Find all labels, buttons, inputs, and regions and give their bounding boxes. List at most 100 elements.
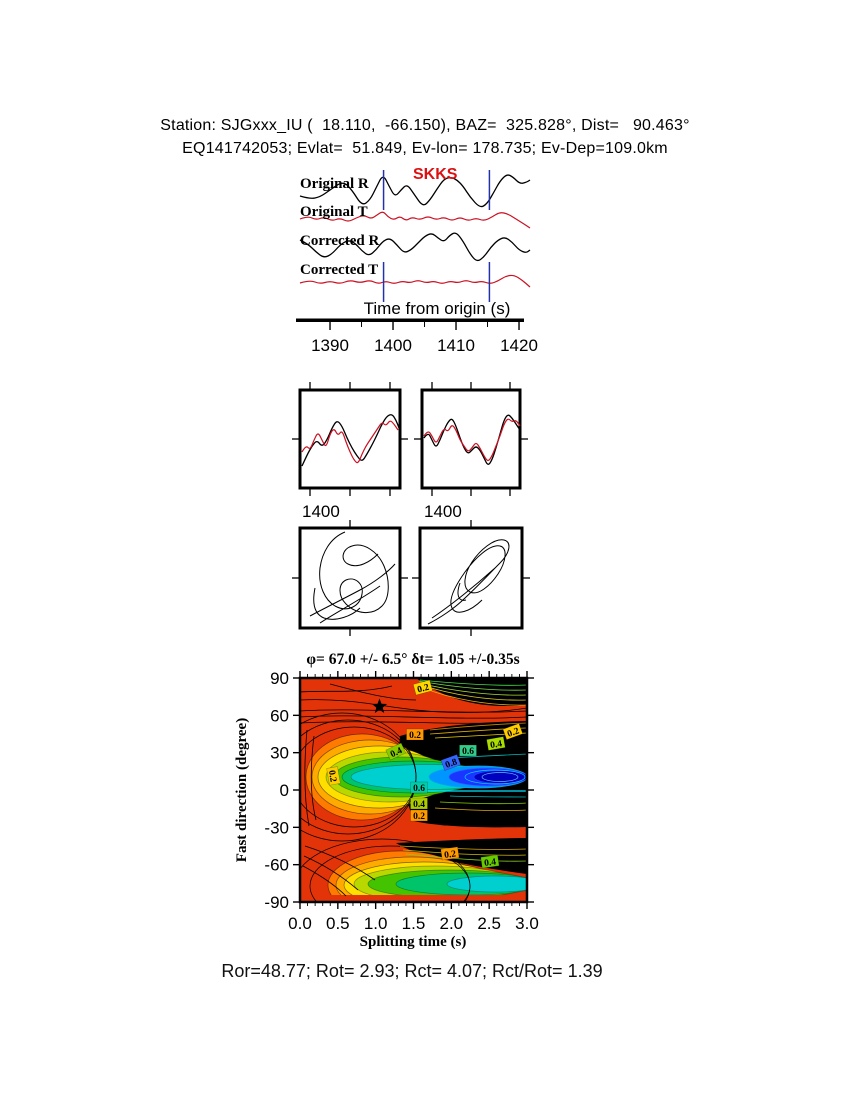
header-line-1: Station: SJGxxx_IU ( 18.110, -66.150), B… [160, 117, 690, 134]
contour-layer [446, 875, 527, 893]
contour-layer [419, 679, 527, 686]
svg-text:0: 0 [280, 781, 289, 800]
contour-layer [464, 769, 526, 785]
svg-text:0.0: 0.0 [288, 914, 312, 933]
svg-text:0.2: 0.2 [416, 683, 430, 696]
particle-box-ticks [292, 520, 530, 636]
time-axis-ticks: 1390 1400 1410 1420 [311, 322, 538, 355]
svg-text:90: 90 [270, 669, 289, 688]
contour-layer [300, 838, 471, 902]
contour-layer [300, 685, 393, 693]
contour-layer [304, 845, 376, 881]
svg-text:1.0: 1.0 [364, 914, 388, 933]
comparison-right-time-label: 1400 [424, 502, 462, 521]
contour-layer [449, 795, 527, 798]
time-axis-tick-label: 1420 [500, 336, 538, 355]
trace-label-corrected-t: Corrected T [300, 262, 378, 278]
contour-layer [300, 895, 527, 902]
contour-layer [300, 699, 527, 713]
svg-text:-60: -60 [264, 856, 289, 875]
contour-panel: φ= 67.0 +/- 6.5° δt= 1.05 +/-0.35s Fast … [234, 651, 539, 950]
contour-level-chip: 0.4 [410, 797, 428, 810]
original-r-trace [299, 174, 531, 208]
contour-ylabel: Fast direction (degree) [234, 718, 250, 862]
contour-xlabel: Splitting time (s) [360, 934, 467, 950]
svg-text:2.5: 2.5 [477, 914, 501, 933]
contour-layer [402, 849, 527, 856]
trace-label-original-t: Original T [300, 204, 368, 220]
contour-layer [434, 807, 527, 811]
contour-layer [329, 683, 417, 701]
time-axis-tick-label: 1410 [437, 336, 475, 355]
contour-layer [300, 715, 527, 719]
contour-level-chip: 0.2 [326, 766, 341, 786]
contour-level-chip: 0.2 [406, 728, 424, 741]
svg-text:0.2: 0.2 [409, 731, 421, 741]
contour-layer [429, 722, 527, 731]
svg-text:0.2: 0.2 [413, 812, 425, 822]
comparison-right-waves [423, 414, 521, 465]
header-line-2: EQ141742053; Evlat= 51.849, Ev-lon= 178.… [182, 140, 668, 157]
contour-layer [399, 845, 527, 850]
svg-text:60: 60 [270, 706, 289, 725]
particle-box-corrected [418, 526, 524, 630]
particle-motion-panel [292, 520, 530, 636]
particle-motion-original [309, 531, 396, 624]
svg-text:-90: -90 [264, 893, 289, 912]
contour-level-chip: 0.2 [412, 679, 433, 696]
contour-layer [304, 729, 310, 827]
result-stats: Ror=48.77; Rot= 2.93; Rct= 4.07; Rct/Rot… [221, 961, 603, 981]
waveform-comparison-panel: 1400 1400 [292, 382, 528, 521]
contour-layer [418, 680, 527, 691]
contour-level-chip: 0.6 [410, 781, 428, 794]
comparison-box-ticks [292, 382, 528, 496]
svg-text:0.4: 0.4 [413, 800, 425, 810]
contour-level-chip: 0.6 [459, 744, 477, 757]
svg-text:0.4: 0.4 [489, 739, 503, 751]
contour-level-chip: 0.2 [502, 723, 524, 740]
svg-text:0.4: 0.4 [484, 857, 497, 869]
svg-text:0.4: 0.4 [389, 746, 404, 760]
comparison-left-waves [301, 414, 400, 467]
contour-layer [310, 735, 317, 821]
particle-motion-corrected [427, 539, 510, 625]
svg-text:0.6: 0.6 [462, 747, 474, 757]
contour-layer [300, 721, 527, 724]
seismogram-panel: Original R Original T Corrected R Correc… [296, 166, 538, 355]
comparison-left-black-wave [301, 414, 400, 467]
time-axis-line [296, 318, 524, 322]
corrected-t-trace [299, 274, 531, 288]
contour-layer [405, 853, 527, 862]
contour-layer [303, 855, 359, 891]
time-axis-tick-label: 1400 [374, 336, 412, 355]
contour-title: φ= 67.0 +/- 6.5° δt= 1.05 +/-0.35s [306, 651, 519, 668]
contour-layer [481, 772, 519, 782]
phase-label-skks: SKKS [413, 166, 458, 183]
contour-layer [300, 709, 527, 713]
svg-text:3.0: 3.0 [515, 914, 539, 933]
svg-text:2.0: 2.0 [440, 914, 464, 933]
contour-layer [439, 801, 527, 805]
svg-text:1.5: 1.5 [402, 914, 426, 933]
trace-label-corrected-r: Corrected R [300, 233, 379, 249]
svg-text:-30: -30 [264, 818, 289, 837]
svg-text:0.6: 0.6 [413, 784, 425, 794]
comparison-left-red-wave [301, 420, 399, 464]
svg-text:0.2: 0.2 [326, 769, 338, 783]
comparison-right-red-wave [423, 418, 521, 462]
contour-level-chip: 0.2 [410, 809, 428, 822]
original-t-trace [299, 211, 531, 229]
contour-layer [302, 865, 347, 897]
comparison-right-black-wave [423, 414, 521, 465]
svg-text:0.5: 0.5 [326, 914, 350, 933]
contour-layer [449, 753, 527, 759]
contour-layer [371, 698, 388, 713]
svg-text:0.2: 0.2 [444, 849, 457, 861]
time-axis-tick-label: 1390 [311, 336, 349, 355]
contour-level-chip: 0.2 [440, 846, 460, 861]
contour-level-chip: 0.4 [480, 854, 500, 869]
time-axis-label: Time from origin (s) [364, 299, 511, 318]
contour-axis-ticks [293, 671, 534, 909]
svg-text:0.2: 0.2 [506, 726, 521, 740]
